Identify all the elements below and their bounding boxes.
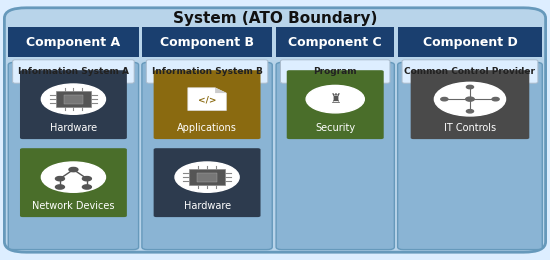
FancyBboxPatch shape [276, 27, 394, 57]
Text: Component C: Component C [288, 36, 382, 49]
Circle shape [306, 85, 364, 113]
Text: IT Controls: IT Controls [444, 123, 496, 133]
FancyBboxPatch shape [64, 95, 83, 104]
FancyBboxPatch shape [398, 27, 542, 57]
Text: ♜: ♜ [329, 93, 341, 106]
Text: Network Devices: Network Devices [32, 201, 114, 211]
Circle shape [82, 185, 91, 189]
FancyBboxPatch shape [142, 62, 272, 250]
Circle shape [492, 98, 499, 101]
FancyBboxPatch shape [4, 8, 546, 252]
Text: Hardware: Hardware [50, 123, 97, 133]
FancyBboxPatch shape [189, 169, 225, 185]
FancyBboxPatch shape [56, 91, 91, 107]
FancyBboxPatch shape [8, 62, 139, 250]
FancyBboxPatch shape [142, 27, 272, 57]
Polygon shape [215, 88, 226, 93]
Text: Common Control Provider: Common Control Provider [404, 67, 536, 76]
Text: Program: Program [314, 67, 357, 76]
FancyBboxPatch shape [153, 148, 261, 217]
FancyBboxPatch shape [197, 173, 217, 182]
FancyBboxPatch shape [153, 70, 261, 139]
FancyBboxPatch shape [287, 70, 384, 139]
Text: </>: </> [198, 95, 216, 105]
FancyBboxPatch shape [402, 60, 538, 83]
Circle shape [41, 84, 106, 114]
Text: Information System B: Information System B [152, 67, 262, 76]
Text: Information System A: Information System A [18, 67, 129, 76]
Circle shape [466, 97, 474, 101]
Text: Component D: Component D [422, 36, 518, 49]
Text: Component B: Component B [160, 36, 254, 49]
Circle shape [56, 177, 64, 181]
FancyBboxPatch shape [398, 62, 542, 250]
FancyBboxPatch shape [20, 148, 127, 217]
Circle shape [69, 167, 78, 172]
FancyBboxPatch shape [411, 70, 529, 139]
Text: Component A: Component A [26, 36, 120, 49]
FancyBboxPatch shape [13, 60, 134, 83]
FancyBboxPatch shape [280, 60, 390, 83]
Circle shape [434, 82, 505, 116]
FancyBboxPatch shape [146, 60, 268, 83]
Circle shape [175, 162, 239, 192]
Circle shape [56, 185, 64, 189]
FancyBboxPatch shape [20, 70, 127, 139]
Polygon shape [188, 88, 226, 110]
Circle shape [441, 98, 448, 101]
Text: Security: Security [315, 123, 355, 133]
Circle shape [82, 177, 91, 181]
Text: Hardware: Hardware [184, 201, 230, 211]
Circle shape [466, 85, 474, 89]
Circle shape [466, 109, 474, 113]
Text: System (ATO Boundary): System (ATO Boundary) [173, 11, 377, 26]
Text: Applications: Applications [177, 123, 237, 133]
FancyBboxPatch shape [8, 27, 139, 57]
FancyBboxPatch shape [276, 62, 394, 250]
Circle shape [41, 162, 106, 192]
